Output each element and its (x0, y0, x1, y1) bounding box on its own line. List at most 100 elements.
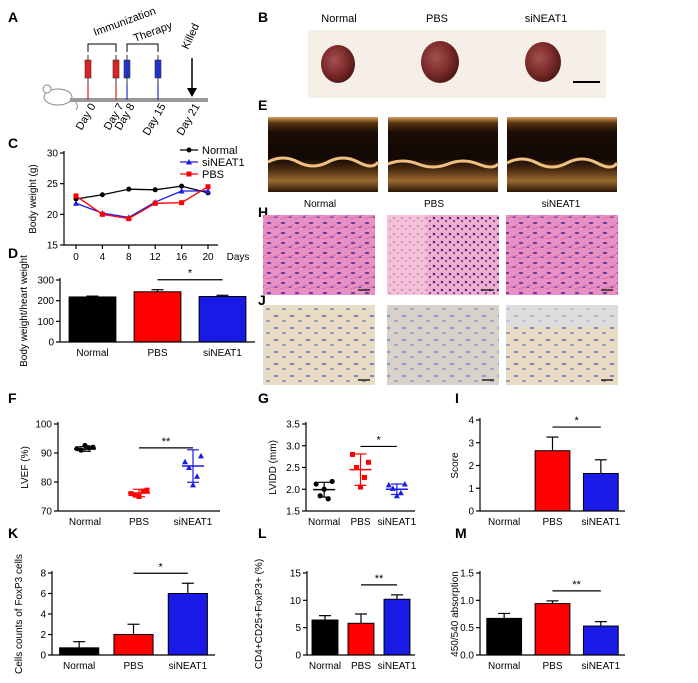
data-point (99, 211, 105, 217)
bar-sineat1 (383, 598, 411, 656)
echo-image (268, 117, 378, 192)
data-point (350, 451, 355, 457)
x-tick-label: PBS (542, 661, 562, 672)
x-tick-label: Normal (309, 661, 341, 672)
y-tick-label: 25 (47, 179, 59, 190)
x-tick-label: siNEAT1 (581, 517, 620, 528)
y-tick-label: 0 (40, 651, 46, 662)
x-tick-label: Normal (76, 348, 108, 359)
ihc-staining-images (263, 305, 618, 385)
x-tick-label: 8 (126, 252, 132, 263)
data-point (99, 192, 105, 198)
data-point (317, 493, 323, 499)
x-tick-label: Normal (69, 517, 101, 528)
data-point (198, 452, 204, 459)
series-line-sineat1 (75, 190, 208, 219)
score-bar-chart: 0 1 2 3 4 Score Normal PBS siNEAT1 * (450, 415, 625, 528)
echo-image (388, 117, 498, 192)
y-tick-label: 6 (40, 589, 46, 600)
heart-image (525, 42, 561, 82)
x-tick-label: 0 (73, 252, 79, 263)
bar-sineat1 (582, 472, 619, 512)
y-tick-label: 100 (35, 420, 52, 431)
x-tick-label: PBS (350, 517, 370, 528)
he-label-normal: Normal (304, 199, 336, 210)
y-axis-label: Score (450, 452, 461, 479)
y-tick-label: 2.5 (286, 463, 300, 474)
x-tick-label: 20 (202, 252, 214, 263)
data-point (74, 446, 80, 452)
x-tick-label: siNEAT1 (377, 517, 416, 528)
x-tick-label: Normal (488, 661, 520, 672)
y-tick-label: 70 (41, 507, 53, 518)
legend-label: Normal (202, 145, 237, 157)
heart-photos: Normal PBS siNEAT1 (308, 13, 606, 98)
data-point (128, 491, 134, 497)
legend-marker (186, 159, 192, 165)
x-tick-label: siNEAT1 (581, 661, 620, 672)
panel-label-f: F (8, 390, 17, 406)
y-tick-label: 3.5 (286, 420, 300, 431)
panel-label-b: B (258, 9, 268, 25)
data-point (397, 489, 404, 496)
data-point (354, 465, 359, 470)
bar-pbs (534, 450, 571, 512)
significance-label: ** (375, 573, 384, 585)
data-point (144, 487, 150, 493)
mouse-icon (42, 84, 78, 111)
killed-label: Killed (180, 22, 202, 51)
y-tick-label: 100 (37, 317, 54, 328)
y-tick-label: 10 (290, 596, 302, 607)
bar-normal (59, 647, 100, 656)
data-point (190, 481, 196, 488)
y-tick-label: 5 (295, 623, 301, 634)
data-point (393, 492, 400, 499)
data-point (186, 464, 192, 470)
y-tick-label: 20 (47, 210, 59, 221)
bar-sineat1 (582, 625, 619, 656)
y-axis-label: LVEF (%) (20, 446, 31, 489)
y-tick-label: 0.0 (460, 651, 474, 662)
y-axis-label: 450/540 absorption (450, 571, 461, 657)
data-point (126, 216, 132, 222)
data-point (182, 458, 188, 465)
data-point (73, 200, 79, 206)
echo-images (267, 117, 619, 192)
series-line-normal (75, 185, 209, 200)
y-tick-label: 4 (40, 610, 46, 621)
data-point (321, 486, 327, 492)
y-tick-label: 8 (40, 569, 46, 580)
y-tick-label: 90 (41, 449, 53, 460)
timeline-diagram: Immunization Therapy Killed Day 0 Day 7 … (42, 5, 208, 138)
lvef-scatter-chart: 70 80 90 100 LVEF (%) Normal PBS siNEAT1 ** (20, 420, 220, 528)
significance-label: ** (572, 579, 581, 591)
data-point (73, 193, 79, 199)
heart-label-sineat1: siNEAT1 (525, 13, 568, 25)
y-axis-label: Body weight (g) (28, 164, 39, 233)
data-point (82, 442, 88, 449)
panel-label-k: K (8, 525, 18, 541)
series-line-pbs (75, 186, 209, 220)
body-weight-line-chart: 15 20 25 30 Body weight (g) 0 4 8 12 16 20 Days Norm… (28, 145, 249, 263)
y-tick-label: 2 (468, 461, 474, 472)
data-point (178, 188, 185, 194)
panel-label-m: M (455, 525, 467, 541)
heart-label-normal: Normal (321, 13, 356, 25)
x-tick-label: PBS (351, 661, 371, 672)
data-point (205, 188, 211, 194)
y-tick-label: 1.5 (286, 507, 300, 518)
he-staining-images: Normal PBS siNEAT1 (263, 199, 618, 295)
y-axis-label: Cells counts of FoxP3 cells (14, 554, 25, 674)
syringe-icons (84, 55, 162, 84)
data-point (86, 445, 92, 451)
significance-label: ** (162, 436, 171, 448)
panel-label-d: D (8, 245, 18, 261)
y-tick-label: 0.5 (460, 623, 474, 634)
x-tick-label: PBS (123, 661, 143, 672)
y-tick-label: 1 (468, 484, 474, 495)
bar-sineat1 (167, 593, 208, 656)
legend-label: PBS (202, 169, 224, 181)
data-point (389, 485, 396, 491)
he-label-pbs: PBS (424, 199, 444, 210)
y-tick-label: 0 (295, 651, 301, 662)
